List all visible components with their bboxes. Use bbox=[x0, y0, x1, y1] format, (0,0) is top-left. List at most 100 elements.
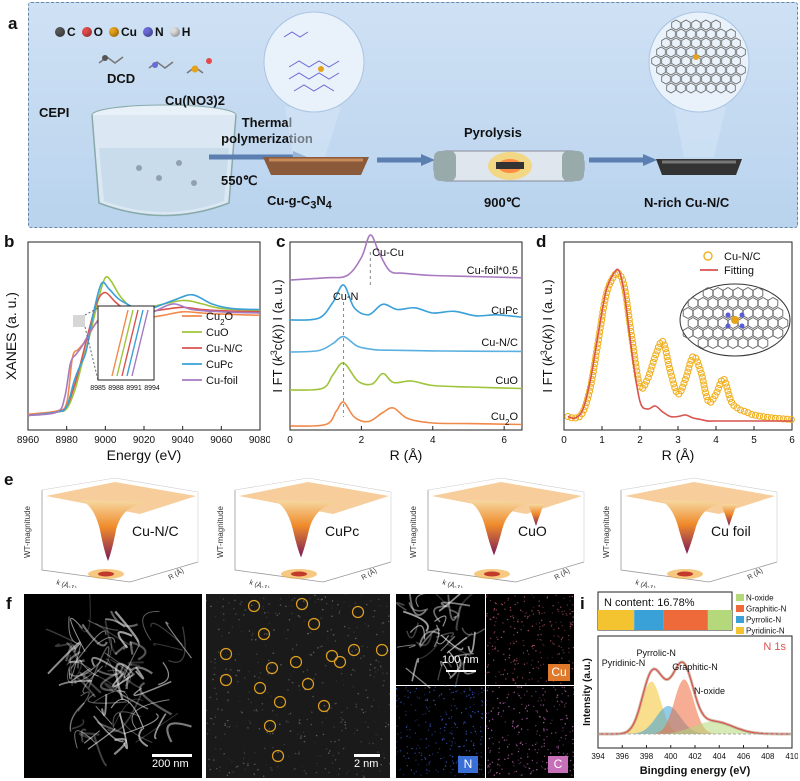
eds-signal-dot bbox=[543, 728, 545, 730]
noise-dot bbox=[385, 605, 388, 608]
noise-dot bbox=[343, 625, 346, 628]
noise-dot bbox=[262, 605, 264, 608]
temp1-label: 550℃ bbox=[221, 173, 258, 188]
eds-signal-dot bbox=[563, 597, 565, 600]
noise-dot bbox=[341, 718, 344, 721]
n-content-label: N content: 16.78% bbox=[604, 597, 695, 609]
eds-signal-dot bbox=[497, 613, 499, 616]
eds-signal-dot bbox=[487, 664, 489, 666]
product-label: N-rich Cu-N/C bbox=[644, 195, 730, 210]
legend-label: Graphitic-N bbox=[746, 605, 787, 614]
noise-dot bbox=[312, 651, 315, 654]
noise-dot bbox=[237, 664, 239, 666]
eds-signal-dot bbox=[527, 629, 530, 632]
eds-signal-dot bbox=[471, 693, 474, 696]
noise-dot bbox=[280, 597, 282, 600]
data-point bbox=[646, 370, 654, 378]
eds-signal-dot bbox=[427, 730, 430, 732]
eds-signal-dot bbox=[569, 595, 571, 598]
eds-signal-dot bbox=[501, 603, 504, 606]
eds-signal-dot bbox=[541, 612, 543, 615]
data-point bbox=[564, 412, 572, 421]
eds-signal-dot bbox=[556, 746, 558, 748]
noise-dot bbox=[389, 762, 390, 765]
hex-cell bbox=[661, 37, 671, 49]
eds-signal-dot bbox=[523, 644, 525, 647]
eds-signal-dot bbox=[550, 640, 552, 642]
noise-dot bbox=[207, 765, 210, 767]
noise-dot bbox=[262, 597, 265, 600]
noise-dot bbox=[257, 769, 259, 771]
noise-dot bbox=[283, 633, 285, 635]
fiber-strand bbox=[135, 666, 145, 680]
eds-signal-dot bbox=[474, 728, 476, 730]
wt-sample-label: Cu foil bbox=[711, 523, 751, 539]
noise-dot bbox=[317, 755, 320, 757]
eds-signal-dot bbox=[521, 703, 523, 706]
noise-dot bbox=[215, 767, 218, 770]
eds-signal-dot bbox=[445, 713, 448, 715]
hex-cell bbox=[686, 82, 696, 94]
noise-dot bbox=[389, 693, 390, 695]
eds-signal-dot bbox=[543, 717, 545, 719]
eds-signal-dot bbox=[546, 710, 548, 713]
noise-dot bbox=[331, 604, 333, 607]
eds-signal-dot bbox=[459, 745, 461, 748]
eds-signal-dot bbox=[572, 742, 574, 745]
divider bbox=[396, 685, 574, 686]
eds-signal-dot bbox=[518, 712, 521, 714]
eds-signal-dot bbox=[531, 610, 533, 612]
noise-dot bbox=[242, 762, 245, 764]
eds-signal-dot bbox=[465, 749, 468, 752]
eds-signal-dot bbox=[464, 688, 466, 690]
noise-dot bbox=[324, 767, 327, 770]
eds-signal-dot bbox=[553, 686, 555, 688]
eds-signal-dot bbox=[480, 743, 482, 745]
fiber-strand bbox=[82, 665, 104, 694]
data-point bbox=[702, 389, 710, 397]
eds-signal-dot bbox=[448, 717, 450, 719]
eds-signal-dot bbox=[537, 610, 539, 612]
noise-dot bbox=[378, 705, 380, 708]
noise-dot bbox=[261, 678, 264, 680]
scale-label-g: 2 nm bbox=[354, 758, 379, 770]
eds-signal-dot bbox=[485, 699, 487, 702]
noise-dot bbox=[379, 604, 382, 607]
sem-image-f: 200 nm bbox=[24, 594, 202, 778]
y-axis-label: I FT (k3c(k)) I (a. u.) bbox=[269, 279, 285, 392]
eds-signal-dot bbox=[521, 621, 523, 623]
hex-cell bbox=[691, 55, 701, 67]
eds-signal-dot bbox=[512, 720, 514, 723]
noise-dot bbox=[366, 696, 369, 699]
noise-dot bbox=[221, 606, 224, 609]
eds-signal-dot bbox=[517, 750, 520, 753]
data-point bbox=[700, 381, 708, 389]
eds-signal-dot bbox=[468, 750, 471, 752]
eds-signal-dot bbox=[489, 763, 491, 765]
eds-signal-dot bbox=[517, 662, 519, 665]
hex-cell bbox=[721, 37, 731, 49]
eds-signal-dot bbox=[569, 759, 572, 762]
noise-dot bbox=[359, 594, 362, 596]
data-point bbox=[625, 312, 633, 320]
noise-dot bbox=[239, 625, 241, 628]
eds-signal-dot bbox=[498, 751, 500, 754]
eds-signal-dot bbox=[512, 617, 515, 619]
xps-peak-Pyridinic-N bbox=[608, 681, 694, 734]
eds-signal-dot bbox=[526, 690, 528, 693]
eds-signal-dot bbox=[523, 663, 526, 665]
data-point bbox=[661, 345, 669, 353]
eds-signal-dot bbox=[568, 639, 570, 641]
noise-dot bbox=[267, 673, 269, 675]
noise-dot bbox=[380, 763, 383, 766]
hex-cell bbox=[716, 64, 726, 76]
noise-dot bbox=[316, 762, 318, 765]
noise-dot bbox=[275, 714, 278, 716]
tick-label: 8980 bbox=[56, 435, 79, 446]
noise-dot bbox=[370, 600, 372, 602]
eds-signal-dot bbox=[545, 680, 548, 682]
noise-dot bbox=[239, 603, 242, 605]
eds-signal-dot bbox=[506, 746, 509, 748]
eds-signal-dot bbox=[488, 737, 491, 740]
noise-dot bbox=[250, 701, 252, 704]
